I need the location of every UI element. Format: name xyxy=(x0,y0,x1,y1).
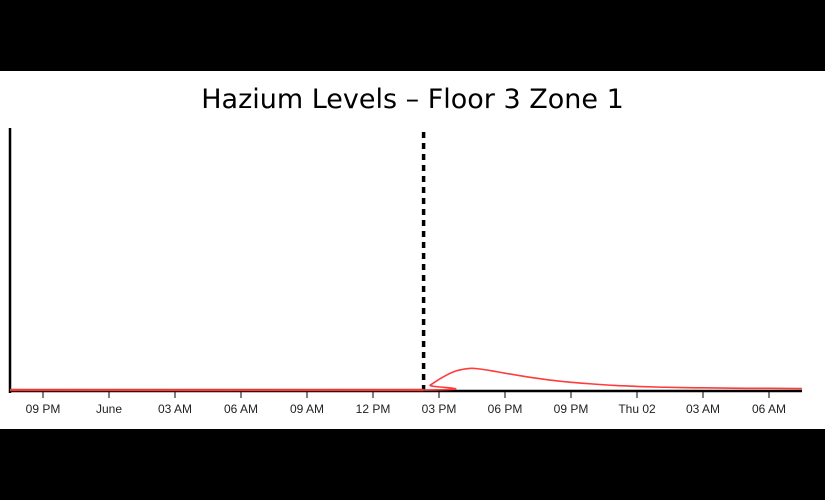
x-tick-label: 03 AM xyxy=(158,402,192,416)
x-tick-label: 09 AM xyxy=(290,402,324,416)
series-line xyxy=(9,367,803,392)
x-tick-label: 12 PM xyxy=(356,402,391,416)
x-tick-label: 03 PM xyxy=(422,402,457,416)
x-tick-label: 03 AM xyxy=(686,402,720,416)
x-tick-label: 09 PM xyxy=(26,402,61,416)
x-tick-label: 06 AM xyxy=(224,402,258,416)
x-axis-ticks: 09 PM June 03 AM 06 AM 09 AM 12 PM 03 PM 06 PM 0… xyxy=(26,391,786,416)
x-tick-label: 06 PM xyxy=(488,402,523,416)
x-tick-label: 06 AM xyxy=(752,402,786,416)
x-tick-label: 09 PM xyxy=(554,402,589,416)
x-tick-label: Thu 02 xyxy=(618,402,656,416)
x-tick-label: June xyxy=(96,402,122,416)
chart-panel xyxy=(0,71,825,429)
chart-title: Hazium Levels – Floor 3 Zone 1 xyxy=(201,84,624,115)
